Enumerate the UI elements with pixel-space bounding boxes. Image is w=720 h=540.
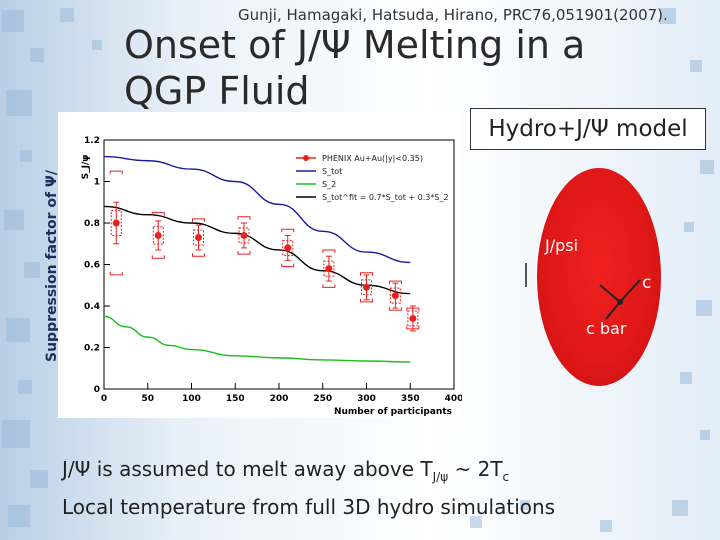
sys-bracket-top xyxy=(151,212,165,216)
legend-label: S_tot xyxy=(322,167,342,176)
x-tick-label: 50 xyxy=(141,394,154,404)
y-tick-label: 1.2 xyxy=(84,136,100,146)
sys-bracket-top xyxy=(281,228,295,233)
sys-bracket-bottom xyxy=(151,255,165,259)
x-tick-label: 200 xyxy=(270,394,289,404)
phenix-point xyxy=(195,234,202,242)
quark-vectors xyxy=(525,263,641,320)
jpsi-label: J/psi xyxy=(545,236,579,255)
y-tick-label: 0.8 xyxy=(84,219,100,229)
legend-marker xyxy=(303,155,309,161)
fireball-sphere xyxy=(537,168,661,386)
suppression-chart: 0 50 100 150 200 250 300 350 400 0 0.2 0.4 0.6 0.8 1 1.… xyxy=(58,112,462,418)
legend-label: S_tot^fit = 0.7*S_tot + 0.3*S_2 xyxy=(322,193,449,202)
series-line-s-tot-fit xyxy=(103,205,411,295)
sys-bracket-top xyxy=(192,218,205,222)
sys-bracket-bottom xyxy=(109,271,123,276)
vertex-dot xyxy=(617,299,623,305)
sys-bracket-bottom xyxy=(281,263,295,268)
phenix-point xyxy=(284,244,292,252)
sys-bracket-bottom xyxy=(192,253,205,257)
phenix-point xyxy=(325,265,333,273)
slide-title: Onset of J/Ψ Melting in a QGP Fluid xyxy=(124,23,586,113)
x-tick-label: 350 xyxy=(401,394,420,404)
bottom-line-2: Local temperature from full 3D hydro sim… xyxy=(62,495,556,519)
sys-bracket-bottom xyxy=(388,307,402,311)
phenix-point xyxy=(112,219,120,227)
y-tick-label: 0.2 xyxy=(84,344,100,354)
x-tick-label: 100 xyxy=(182,394,201,404)
vector-to-c xyxy=(599,284,621,303)
vector-c xyxy=(619,279,641,303)
sys-bracket-top xyxy=(360,272,373,276)
sys-bracket-top xyxy=(322,249,336,253)
y-tick-label: 1 xyxy=(94,178,100,188)
x-tick-label: 0 xyxy=(101,394,107,404)
phenix-point xyxy=(391,292,399,300)
bottom-line-1: J/Ψ is assumed to melt away above TJ/ψ ~… xyxy=(62,457,510,484)
x-tick-label: 150 xyxy=(226,394,245,404)
legend-label: S_2 xyxy=(322,180,336,189)
series-line-s-2 xyxy=(103,315,411,363)
x-tick-label: 300 xyxy=(357,394,376,404)
sys-bracket-top xyxy=(109,170,123,175)
x-tick-label: 400 xyxy=(445,394,462,404)
y-axis-title: S_J/ψ xyxy=(81,155,91,180)
sys-bracket-bottom xyxy=(360,298,373,303)
model-box: Hydro+J/Ψ model xyxy=(470,108,706,150)
phenix-point xyxy=(363,283,370,291)
y-tick-label: 0.4 xyxy=(84,302,100,312)
phenix-point xyxy=(154,231,162,239)
legend-label: PHENIX Au+Au(|y|<0.35) xyxy=(322,154,423,163)
sys-bracket-bottom xyxy=(237,251,251,255)
plot-background xyxy=(58,112,462,418)
phenix-point xyxy=(240,231,248,239)
sys-bracket-top xyxy=(237,216,251,220)
y-tick-label: 0.6 xyxy=(84,261,100,271)
citation: Gunji, Hamagaki, Hatsuda, Hirano, PRC76,… xyxy=(238,6,668,24)
phenix-point xyxy=(409,314,417,322)
sys-bracket-bottom xyxy=(322,284,336,288)
sys-bracket-top xyxy=(388,280,402,285)
x-tick-label: 250 xyxy=(313,394,332,404)
x-axis-title: Number of participants xyxy=(334,407,452,417)
vector-cbar xyxy=(605,301,621,320)
y-tick-label: 0 xyxy=(94,385,100,395)
cbar-quark-label: c bar xyxy=(586,319,627,338)
series-line-s-tot xyxy=(103,155,411,264)
c-quark-label: c xyxy=(642,273,652,293)
bottom-text: J/Ψ is assumed to melt away above TJ/ψ ~… xyxy=(62,454,555,522)
